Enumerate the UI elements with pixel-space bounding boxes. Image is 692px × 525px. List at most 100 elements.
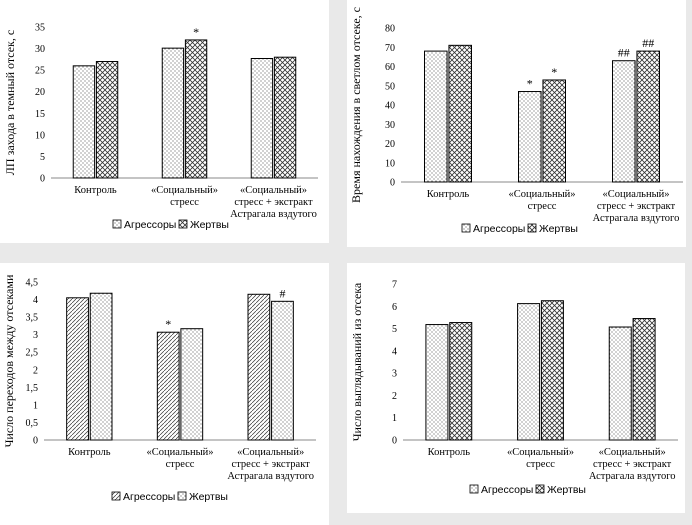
legend-swatch-aggressors [111, 491, 121, 501]
legend-swatch-aggressors [112, 219, 122, 229]
y-tick-label: 3 [392, 369, 397, 380]
y-tick-label: 15 [35, 109, 45, 120]
x-category-label: Контроль [68, 447, 111, 458]
legend-label-victims: Жертвы [547, 484, 586, 496]
bar-aggressors [612, 60, 636, 183]
y-tick-label: 20 [385, 139, 395, 150]
x-category-label: «Социальный» [507, 447, 574, 458]
bar-aggressors [518, 91, 542, 183]
legend-swatch-victims [178, 219, 188, 229]
legend-label-aggressors: Агрессоры [473, 223, 525, 235]
y-tick-label: 5 [40, 152, 45, 163]
bar-aggressors [608, 326, 632, 441]
legend-swatch-aggressors [469, 484, 479, 494]
chart-panel-2: 0 10 20 30 40 50 60 70 80 Время нахождения в свет… [347, 0, 686, 247]
y-tick-label: 3 [33, 330, 38, 341]
y-tick-label: 4 [392, 346, 397, 357]
x-category-label: «Социальный» [240, 185, 307, 196]
legend-label-aggressors: Агрессоры [481, 484, 533, 496]
legend: Агрессоры Жертвы [112, 219, 229, 231]
x-category-label: «Социальный» [146, 447, 213, 458]
bar-aggressors [247, 293, 271, 441]
bar-aggressors [72, 65, 96, 179]
y-tick-label: 3,5 [26, 313, 39, 324]
y-tick-label: 2,5 [26, 348, 39, 359]
y-tick-label: 25 [35, 66, 45, 77]
x-category-label: «Социальный» [602, 189, 669, 200]
y-tick-label: 10 [35, 130, 45, 141]
y-tick-label: 10 [385, 158, 395, 169]
x-category-label: «Социальный» [599, 447, 666, 458]
y-tick-label: 0 [40, 174, 45, 185]
x-category-label: стресс [528, 201, 557, 212]
x-category-label: Астрагала вздутого [589, 471, 676, 482]
y-tick-label: 5 [392, 324, 397, 335]
y-tick-label: 1,5 [26, 383, 39, 394]
legend-label-aggressors: Агрессоры [123, 491, 175, 503]
y-tick-label: 70 [385, 43, 395, 54]
bar-victims [636, 50, 661, 183]
legend-swatch-aggressors [461, 223, 471, 233]
x-category-label: стресс [526, 459, 555, 470]
x-category-label: Астрагала вздутого [227, 471, 314, 482]
chart-1: 0 5 10 15 20 25 30 35 ЛП захода в темный отсек, … [3, 23, 318, 231]
y-axis-title: Время нахождения в светлом отсеке, с [349, 7, 363, 203]
legend: Агрессоры Жертвы [469, 484, 586, 496]
legend-label-victims: Жертвы [539, 223, 578, 235]
x-category-label: Контроль [428, 447, 471, 458]
chart-panel-1: 0 5 10 15 20 25 30 35 ЛП захода в темный отсек, … [0, 0, 329, 243]
y-tick-label: 6 [392, 302, 397, 313]
y-tick-label: 60 [385, 62, 395, 73]
x-category-label: стресс [166, 459, 195, 470]
y-tick-label: 4 [33, 295, 38, 306]
bar-victims [271, 300, 294, 441]
y-tick-label: 7 [392, 280, 397, 291]
chart-panel-3: 0 0,5 1 1,5 2 2,5 3 3,5 4 4,5 Число переходов межд… [0, 263, 329, 525]
bar-victims [448, 44, 473, 183]
x-category-label: Астрагала вздутого [593, 213, 680, 224]
significance-mark: * [551, 65, 557, 79]
significance-mark: * [165, 317, 171, 331]
x-category-label: «Социальный» [237, 447, 304, 458]
legend-swatch-victims [177, 491, 187, 501]
x-category-label: стресс [170, 197, 199, 208]
bar-aggressors [425, 324, 449, 441]
bar-victims [184, 39, 208, 179]
y-tick-label: 35 [35, 23, 45, 34]
chart-2: 0 10 20 30 40 50 60 70 80 Время нахождения в свет… [349, 7, 683, 235]
significance-mark: ## [642, 36, 654, 50]
x-category-label: «Социальный» [151, 185, 218, 196]
bar-aggressors [424, 50, 448, 183]
bar-victims [540, 300, 564, 441]
x-category-label: Астрагала вздутого [230, 209, 317, 220]
bar-aggressors [66, 297, 89, 441]
bar-victims [95, 61, 119, 179]
x-category-label: стресс + экстракт [232, 459, 311, 470]
y-tick-label: 20 [35, 87, 45, 98]
x-category-label: «Социальный» [508, 189, 575, 200]
legend-swatch-victims [527, 223, 537, 233]
y-tick-label: 2 [33, 365, 38, 376]
y-axis-title: Число выглядываний из отсека [350, 282, 364, 441]
bar-victims [542, 79, 567, 183]
y-tick-label: 0 [33, 436, 38, 447]
x-category-label: стресс + экстракт [597, 201, 676, 212]
y-tick-label: 0,5 [26, 418, 39, 429]
legend-label-victims: Жертвы [189, 491, 228, 503]
chart-panel-4: 0 1 2 3 4 5 6 7 Число выглядываний из отсека Конт… [347, 263, 685, 513]
legend-swatch-victims [535, 484, 545, 494]
chart-3: 0 0,5 1 1,5 2 2,5 3 3,5 4 4,5 Число переходов межд… [2, 274, 316, 503]
x-category-label: стресс + экстракт [234, 197, 313, 208]
y-tick-label: 80 [385, 24, 395, 35]
y-tick-label: 30 [35, 44, 45, 55]
significance-mark: ## [618, 46, 630, 60]
y-tick-label: 30 [385, 120, 395, 131]
legend-label-victims: Жертвы [190, 219, 229, 231]
y-tick-label: 4,5 [26, 278, 39, 289]
y-axis-title: Число переходов между отсеками [2, 274, 16, 447]
x-category-label: Контроль [74, 185, 117, 196]
y-tick-label: 0 [392, 436, 397, 447]
bar-victims [273, 56, 297, 179]
legend: Агрессоры Жертвы [111, 491, 228, 503]
significance-mark: * [193, 25, 199, 39]
